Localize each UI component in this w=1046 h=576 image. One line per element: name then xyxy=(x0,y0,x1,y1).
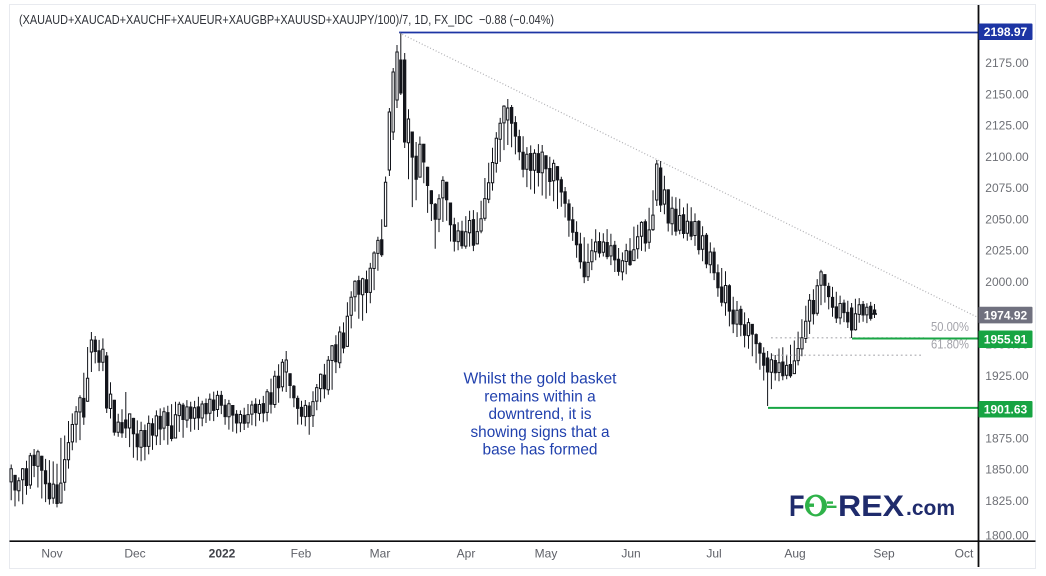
svg-text:1925.00: 1925.00 xyxy=(985,369,1029,383)
svg-text:Jun: Jun xyxy=(621,547,640,561)
svg-text:1875.00: 1875.00 xyxy=(985,431,1029,445)
svg-text:REX: REX xyxy=(838,490,904,523)
svg-text:remains within a: remains within a xyxy=(484,388,596,405)
svg-text:1974.92: 1974.92 xyxy=(984,308,1028,322)
svg-text:2000.00: 2000.00 xyxy=(985,275,1029,289)
svg-text:2125.00: 2125.00 xyxy=(985,119,1029,133)
svg-text:Feb: Feb xyxy=(291,547,312,561)
svg-text:50.00%: 50.00% xyxy=(931,319,969,334)
svg-text:2025.00: 2025.00 xyxy=(985,244,1029,258)
svg-text:Mar: Mar xyxy=(370,547,391,561)
svg-text:base has formed: base has formed xyxy=(483,442,598,459)
svg-text:showing signs that a: showing signs that a xyxy=(471,424,610,441)
svg-text:61.80%: 61.80% xyxy=(931,337,969,352)
svg-text:1901.63: 1901.63 xyxy=(984,403,1028,417)
svg-text:2022: 2022 xyxy=(209,547,236,561)
svg-text:2150.00: 2150.00 xyxy=(985,87,1029,101)
svg-text:F: F xyxy=(789,490,805,523)
svg-text:Sep: Sep xyxy=(873,547,895,561)
svg-text:2050.00: 2050.00 xyxy=(985,212,1029,226)
svg-text:2175.00: 2175.00 xyxy=(985,56,1029,70)
svg-text:Whilst the gold basket: Whilst the gold basket xyxy=(464,371,618,388)
svg-text:1825.00: 1825.00 xyxy=(985,494,1029,508)
svg-text:1850.00: 1850.00 xyxy=(985,463,1029,477)
svg-text:2198.97: 2198.97 xyxy=(984,25,1028,39)
svg-text:Jul: Jul xyxy=(706,547,721,561)
svg-text:Dec: Dec xyxy=(124,547,145,561)
svg-text:May: May xyxy=(535,547,558,561)
svg-text:Nov: Nov xyxy=(41,547,62,561)
svg-text:.com: .com xyxy=(906,497,955,520)
svg-text:downtrend, it is: downtrend, it is xyxy=(489,406,592,423)
svg-text:Aug: Aug xyxy=(784,547,805,561)
svg-text:1955.91: 1955.91 xyxy=(984,333,1028,347)
svg-text:(XAUAUD+XAUCAD+XAUCHF+XAUEUR+X: (XAUAUD+XAUCAD+XAUCHF+XAUEUR+XAUGBP+XAUU… xyxy=(19,12,554,27)
svg-text:2100.00: 2100.00 xyxy=(985,150,1029,164)
svg-text:2075.00: 2075.00 xyxy=(985,181,1029,195)
svg-text:1800.00: 1800.00 xyxy=(985,529,1029,543)
svg-text:Oct: Oct xyxy=(955,547,974,561)
svg-text:Apr: Apr xyxy=(457,547,476,561)
